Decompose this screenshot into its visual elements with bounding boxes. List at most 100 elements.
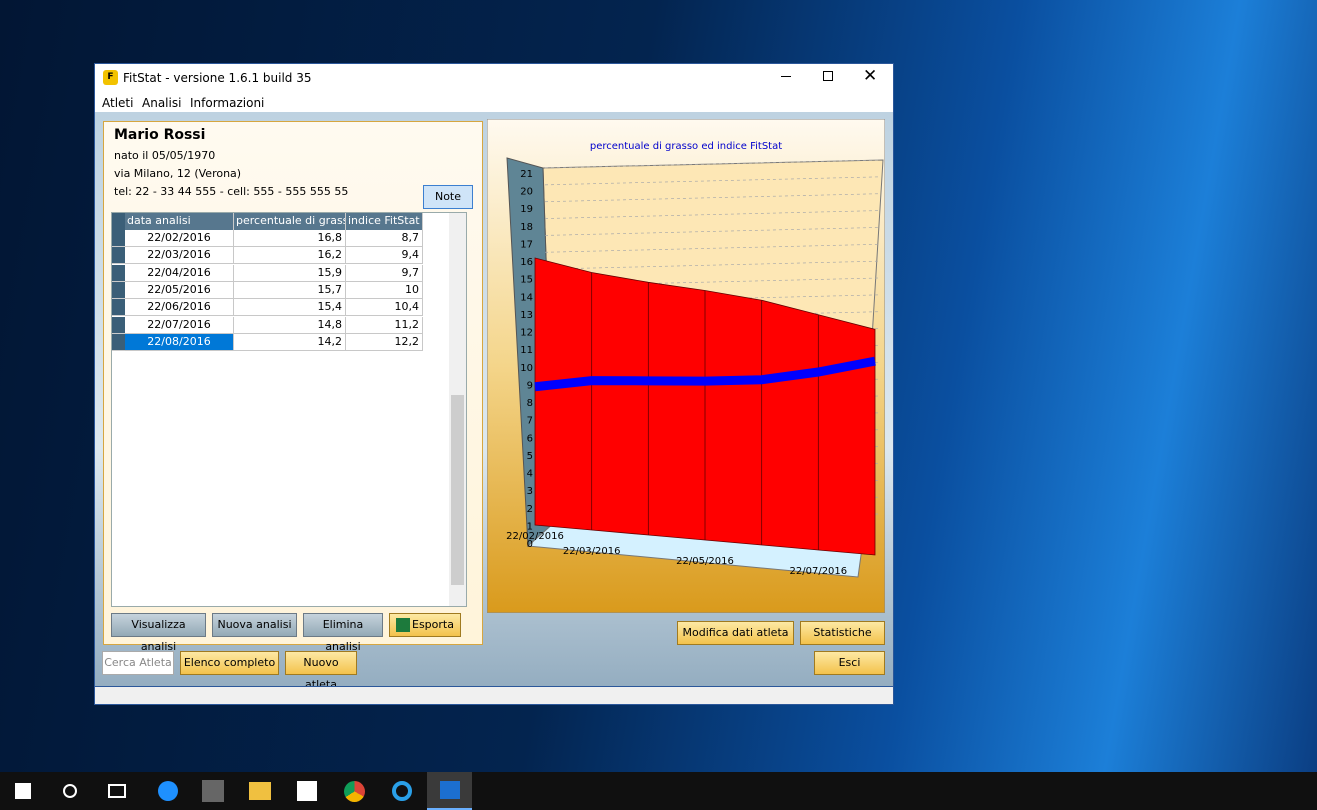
line — [534, 356, 876, 392]
edge-icon[interactable] — [158, 781, 178, 801]
table-cell: 22/05/2016 — [125, 281, 234, 299]
analysis-table: data analisi percentuale di grasso indice … — [111, 212, 467, 607]
button[interactable]: Nuova analisi — [212, 613, 297, 637]
grid-line — [544, 176, 880, 186]
y-tick-label: 13 — [520, 310, 533, 321]
y-tick-label: 1 — [527, 521, 533, 532]
button[interactable]: Esporta — [389, 613, 461, 637]
table-cell: 15,4 — [234, 299, 346, 317]
grid-line — [544, 159, 880, 169]
athlete-born: nato il 05/05/1970 — [114, 149, 216, 162]
row-selector — [112, 333, 125, 351]
button[interactable]: Visualizza analisi — [111, 613, 206, 653]
table-cell: 22/02/2016 — [125, 230, 234, 247]
menu-item[interactable]: Atleti — [102, 96, 134, 110]
table-cell: 22/08/2016 — [125, 333, 234, 351]
row-selector — [112, 247, 125, 265]
y-tick-label: 11 — [520, 345, 533, 356]
ie-icon[interactable] — [392, 781, 412, 801]
scrollbar — [449, 213, 466, 606]
y-tick-label: 7 — [527, 416, 533, 427]
close[interactable]: ✕ — [863, 66, 878, 86]
y-tick-label: 6 — [527, 433, 533, 444]
table-cell: 10,4 — [346, 299, 423, 317]
excel-icon — [396, 618, 410, 632]
note-button[interactable]: Note — [423, 185, 473, 209]
grid-line — [544, 193, 880, 203]
y-tick-label: 21 — [520, 169, 533, 180]
window-title: FitStat - versione 1.6.1 build 35 — [123, 71, 312, 85]
y-tick-label: 20 — [520, 187, 533, 198]
grid-line — [544, 227, 880, 236]
y-tick-label: 5 — [527, 451, 533, 462]
button[interactable]: Esci — [814, 651, 885, 675]
y-tick-label: 10 — [520, 363, 533, 374]
x-tick-label: 22/02/2016 — [506, 531, 564, 542]
y-tick-label: 12 — [520, 328, 533, 339]
button[interactable]: Nuovo atleta — [285, 651, 357, 691]
scroll-thumb[interactable] — [451, 395, 464, 585]
y-tick-label: 4 — [527, 469, 533, 480]
table-cell: 9,4 — [346, 247, 423, 265]
taskbar — [0, 772, 1317, 810]
grid-line — [544, 260, 880, 270]
athlete-address: via Milano, 12 (Verona) — [114, 167, 242, 180]
y-tick-label: 15 — [520, 275, 533, 286]
table-cell: 14,2 — [234, 333, 346, 351]
button[interactable]: Elimina analisi — [303, 613, 383, 653]
athlete-phone: tel: 22 - 33 44 555 - cell: 555 - 555 55… — [114, 185, 349, 198]
button[interactable]: Elenco completo — [180, 651, 279, 675]
menu-item[interactable]: Informazioni — [190, 96, 265, 110]
store-icon[interactable] — [297, 781, 317, 801]
y-tick-label: 2 — [527, 504, 533, 515]
row-selector — [112, 281, 125, 299]
y-tick-label: 19 — [520, 204, 533, 215]
maximize[interactable] — [823, 71, 833, 81]
start-button[interactable] — [15, 783, 31, 799]
table-cell: 22/03/2016 — [125, 247, 234, 265]
chart: percentuale di grasso ed indice FitStat … — [487, 119, 885, 613]
button[interactable]: Statistiche — [800, 621, 885, 645]
search-button[interactable] — [63, 784, 77, 798]
chart-title: percentuale di grasso ed indice FitStat — [590, 141, 782, 152]
table-cell: 22/04/2016 — [125, 264, 234, 282]
status-bar — [95, 686, 893, 704]
row-selector — [112, 299, 125, 317]
table-cell: 11,2 — [346, 316, 423, 334]
y-tick-label: 3 — [527, 486, 533, 497]
row-selector — [112, 230, 125, 247]
explorer-icon[interactable] — [249, 782, 271, 800]
x-tick-label: 22/03/2016 — [563, 546, 621, 557]
row-header — [112, 213, 125, 230]
y-tick-label: 14 — [520, 292, 533, 303]
table-cell: 16,8 — [234, 230, 346, 247]
table-cell: 8,7 — [346, 230, 423, 247]
app-icon[interactable] — [202, 780, 224, 802]
table-cell: 22/06/2016 — [125, 299, 234, 317]
minimize[interactable] — [781, 76, 791, 77]
row-selector — [112, 316, 125, 334]
grid-line — [544, 243, 880, 253]
column-header: data analisi — [125, 213, 234, 230]
y-tick-label: 0 — [527, 539, 533, 550]
x-tick-label: 22/05/2016 — [676, 556, 734, 567]
grid-line — [544, 210, 880, 219]
fitstat-task[interactable] — [427, 772, 472, 810]
menu-bar: Atleti Analisi Informazioni — [95, 92, 893, 112]
x-tick-label: 22/07/2016 — [790, 566, 848, 577]
column-header: percentuale di grasso — [234, 213, 346, 230]
button[interactable]: Modifica dati atleta — [677, 621, 794, 645]
task-view[interactable] — [108, 784, 126, 798]
table-cell: 12,2 — [346, 333, 423, 351]
menu-item[interactable]: Analisi — [142, 96, 182, 110]
button[interactable]: Cerca Atleta — [102, 651, 174, 675]
table-cell: 15,7 — [234, 281, 346, 299]
chrome-icon[interactable] — [344, 781, 365, 802]
table-cell: 14,8 — [234, 316, 346, 334]
column-header: indice FitStat — [346, 213, 423, 230]
table-cell: 22/07/2016 — [125, 316, 234, 334]
title-bar: F FitStat - versione 1.6.1 build 35 ✕ — [95, 64, 893, 92]
table-cell: 15,9 — [234, 264, 346, 282]
y-tick-label: 8 — [527, 398, 533, 409]
